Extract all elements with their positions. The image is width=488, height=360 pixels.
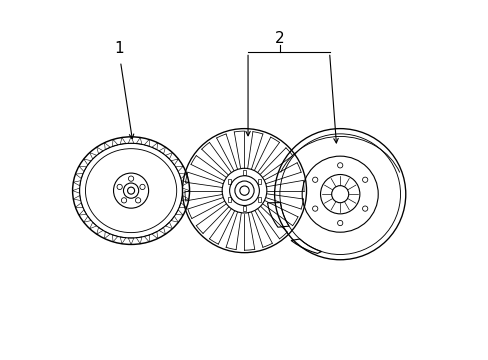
Text: 2: 2 [275,31,284,46]
Text: 1: 1 [114,41,123,57]
